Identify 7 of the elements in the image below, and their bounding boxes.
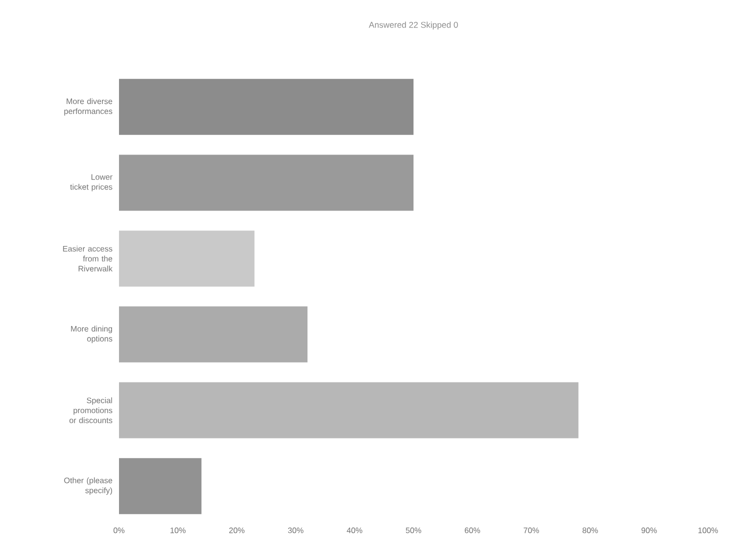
bar (119, 154, 414, 211)
bar (119, 458, 202, 514)
bar (119, 306, 308, 362)
bar (119, 230, 254, 287)
bar (119, 382, 578, 438)
chart-title: Answered 22 Skipped 0 (368, 22, 458, 30)
bar (119, 78, 414, 135)
